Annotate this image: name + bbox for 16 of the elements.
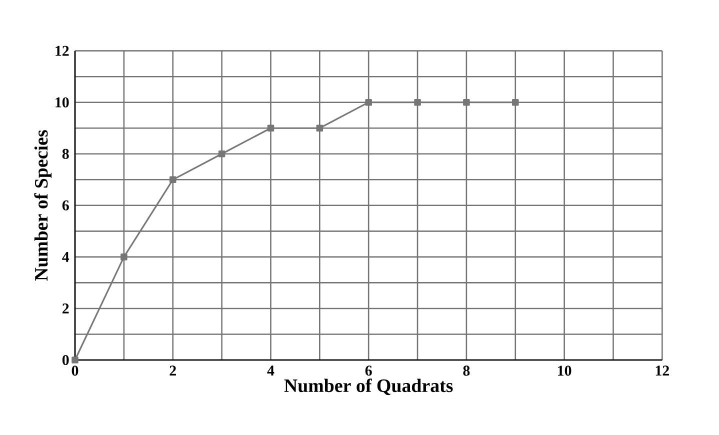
y-tick-label: 6	[62, 200, 69, 210]
y-tick-label: 2	[62, 304, 69, 314]
x-axis-title: Number of Quadrats	[284, 378, 453, 395]
x-tick-label: 4	[267, 366, 274, 376]
y-tick-label: 10	[56, 97, 69, 108]
y-tick-label: 4	[62, 252, 70, 262]
y-tick-label: 12	[56, 46, 69, 56]
y-tick-label: 0	[62, 354, 69, 366]
x-tick-label: 10	[558, 366, 572, 376]
x-tick-label: 0	[72, 366, 78, 376]
x-tick-label: 6	[365, 366, 372, 376]
x-tick-label: 2	[170, 366, 176, 376]
x-tick-label: 12	[656, 366, 669, 376]
y-axis-title: Number of Species	[34, 130, 52, 281]
x-tick-label: 8	[463, 366, 470, 376]
y-tick-label: 8	[62, 148, 69, 159]
